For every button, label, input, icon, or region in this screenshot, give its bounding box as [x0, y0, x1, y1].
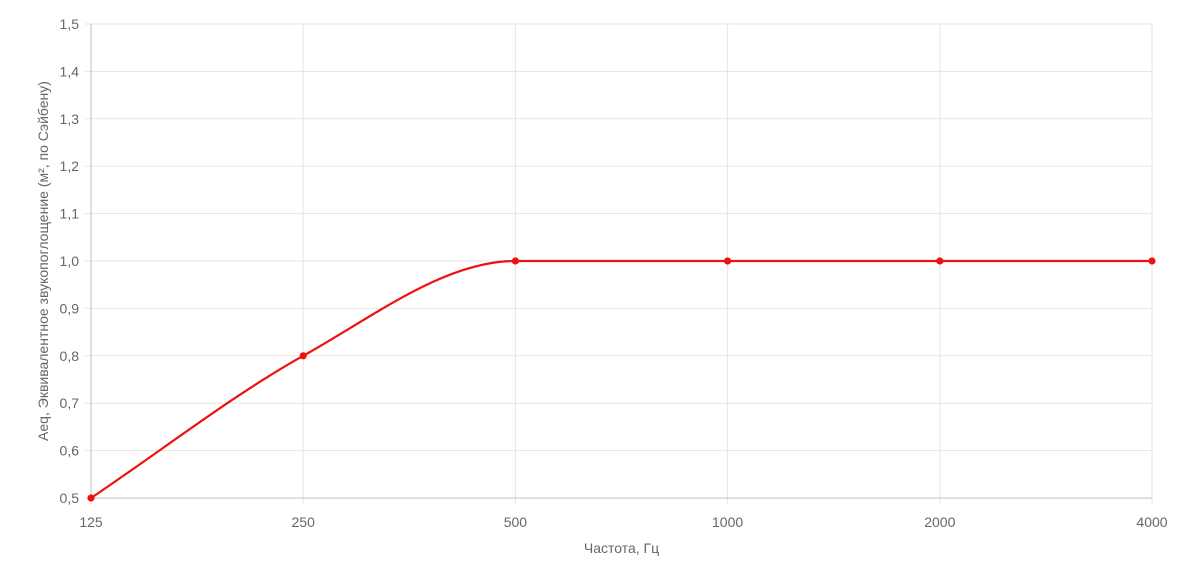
y-tick-label: 1,2 — [60, 158, 80, 174]
x-tick-label: 4000 — [1136, 514, 1167, 530]
y-tick-label: 0,9 — [60, 300, 80, 316]
data-point-500[interactable] — [511, 257, 519, 265]
y-tick-label: 1,0 — [60, 253, 80, 269]
series — [87, 257, 1156, 502]
x-tick-label: 500 — [504, 514, 528, 530]
y-tick-label: 0,6 — [60, 443, 80, 459]
x-tick-labels: 125 250 500 1000 2000 4000 — [79, 514, 1167, 530]
data-point-125[interactable] — [87, 494, 95, 502]
x-tick-label: 1000 — [712, 514, 743, 530]
data-point-250[interactable] — [299, 352, 307, 360]
y-tick-label: 1,5 — [60, 16, 80, 32]
x-tick-label: 2000 — [924, 514, 955, 530]
y-axis-title: Aeq, Эквивалентное звукопоглощение (м², … — [35, 81, 51, 441]
x-tick-label: 250 — [292, 514, 316, 530]
data-point-2000[interactable] — [936, 257, 944, 265]
y-tick-label: 1,4 — [60, 63, 80, 79]
series-line — [89, 259, 1154, 500]
data-point-4000[interactable] — [1148, 257, 1156, 265]
x-axis-title: Частота, Гц — [584, 540, 659, 556]
y-tick-label: 0,8 — [60, 348, 80, 364]
y-tick-labels: 0,5 0,6 0,7 0,8 0,9 1,0 1,1 1,2 1,3 1,4 1,5 — [60, 16, 80, 506]
x-tick-label: 125 — [79, 514, 103, 530]
y-tick-label: 1,3 — [60, 111, 80, 127]
data-point-1000[interactable] — [724, 257, 732, 265]
grid — [85, 23, 1153, 504]
y-tick-label: 0,7 — [60, 395, 80, 411]
y-tick-label: 1,1 — [60, 206, 80, 222]
y-tick-label: 0,5 — [60, 490, 80, 506]
axes — [90, 24, 1152, 499]
